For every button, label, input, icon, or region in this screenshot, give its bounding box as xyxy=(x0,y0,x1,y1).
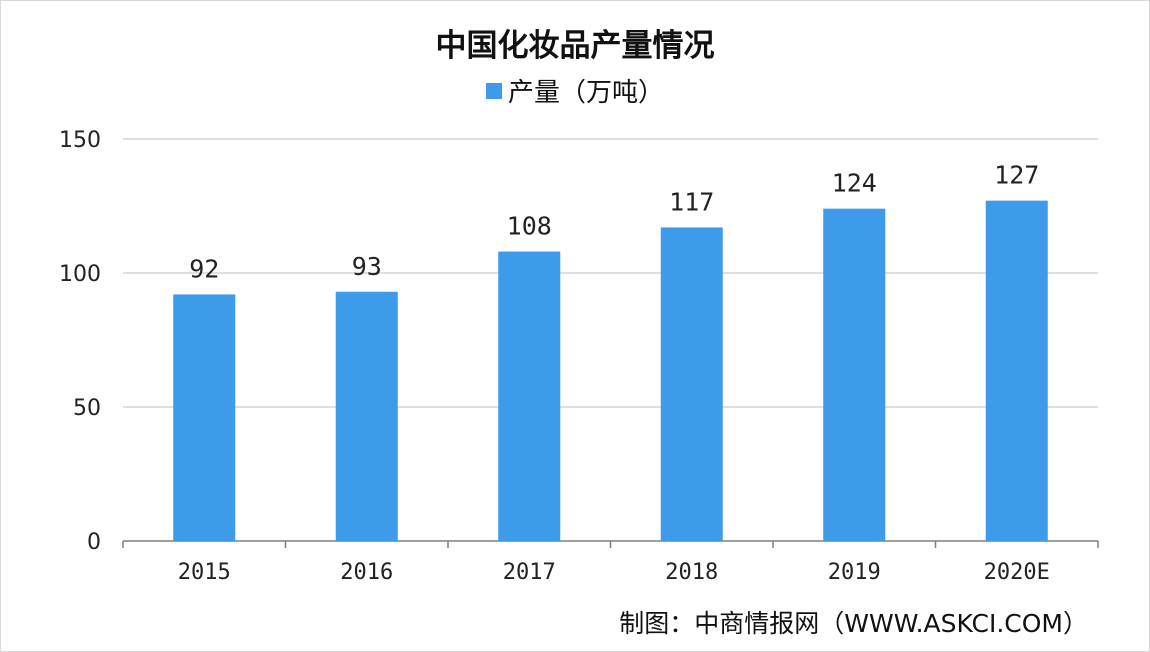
data-label: 92 xyxy=(189,254,219,283)
data-label: 108 xyxy=(507,212,552,241)
x-tick-label: 2018 xyxy=(665,560,718,585)
x-tick-label: 2016 xyxy=(340,560,393,585)
x-tick-label: 2019 xyxy=(828,560,881,585)
legend: 产量（万吨） xyxy=(0,72,1150,109)
legend-label: 产量（万吨） xyxy=(507,78,664,108)
bar xyxy=(498,251,561,541)
bar xyxy=(985,200,1048,541)
data-label: 127 xyxy=(994,161,1039,190)
x-tick-label: 2017 xyxy=(503,560,556,585)
x-tick-label: 2015 xyxy=(178,560,231,585)
legend-swatch xyxy=(485,82,502,99)
x-tick-label: 2020E xyxy=(984,560,1050,585)
source-note: 制图：中商情报网（WWW.ASKCI.COM） xyxy=(619,609,1088,638)
data-label: 117 xyxy=(669,187,714,216)
bar xyxy=(335,291,398,541)
bar xyxy=(823,208,886,541)
chart-title: 中国化妆品产量情况 xyxy=(435,28,715,64)
bar xyxy=(173,294,236,541)
y-tick-label: 0 xyxy=(87,530,101,555)
data-label: 93 xyxy=(352,252,382,281)
bar xyxy=(660,227,723,541)
y-tick-label: 50 xyxy=(73,396,101,421)
data-label: 124 xyxy=(832,169,877,198)
y-tick-label: 100 xyxy=(59,262,101,287)
y-tick-label: 150 xyxy=(59,128,101,153)
